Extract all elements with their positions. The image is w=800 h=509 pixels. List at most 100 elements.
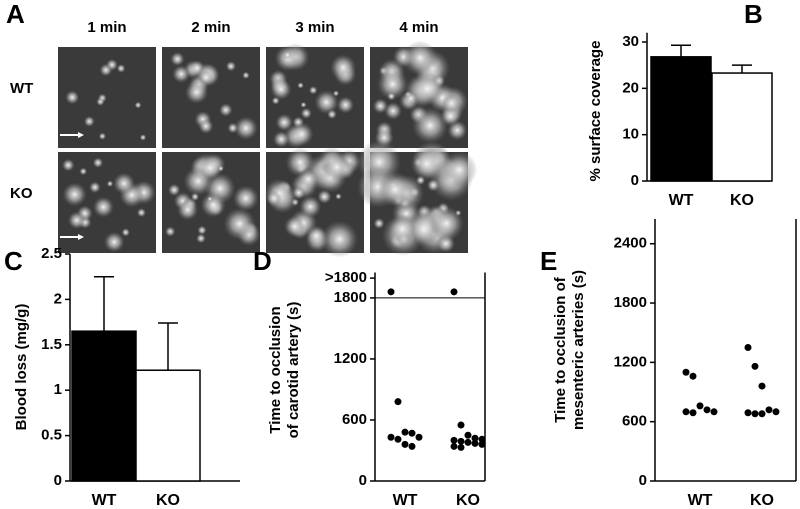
platelet-blob (234, 116, 258, 140)
bar (711, 72, 773, 182)
platelet-blob (121, 228, 131, 237)
column-label: 4 min (399, 19, 438, 36)
data-point (682, 368, 690, 376)
platelet-blob (165, 226, 176, 237)
y-tick-label: 0.5 (41, 427, 62, 444)
y-tick-label: 0 (54, 472, 62, 489)
platelet-blob (322, 152, 352, 182)
y-axis-label: Time to occlusion (267, 306, 284, 433)
platelet-blob (429, 206, 464, 241)
platelet-blob (67, 211, 86, 230)
x-tick-label: KO (730, 192, 754, 209)
platelet-blob (337, 96, 355, 114)
platelet-blob (275, 113, 293, 132)
y-tick-label: 30 (622, 33, 639, 50)
x-tick-label: WT (669, 192, 694, 209)
platelet-blob (242, 71, 250, 80)
platelet-blob (196, 233, 206, 244)
platelet-blob (219, 103, 233, 117)
platelet-blob (282, 50, 293, 60)
data-point (478, 435, 486, 443)
platelet-blob (426, 178, 440, 192)
platelet-blob (198, 118, 214, 134)
data-point (387, 288, 395, 296)
platelet-blob (62, 182, 87, 207)
y-tick-label: 600 (622, 413, 647, 430)
data-point (751, 362, 759, 370)
data-point (710, 408, 718, 416)
platelet-blob (297, 82, 304, 89)
platelet-blob (206, 195, 213, 202)
y-axis-label: mesenteric arteries (s) (570, 270, 587, 430)
platelet-blob (384, 102, 402, 120)
x-tick-label: WT (688, 492, 713, 509)
platelet-blob (198, 156, 222, 180)
platelet-blob (99, 63, 113, 77)
platelet-blob (273, 130, 290, 148)
bar (650, 56, 712, 182)
y-tick-label: >1800 (325, 269, 367, 286)
platelet-blob (335, 193, 342, 200)
platelet-blob (104, 231, 125, 253)
column-label: 1 min (87, 19, 126, 36)
platelet-blob (289, 122, 314, 146)
platelet-blob (170, 51, 185, 67)
y-tick-label: 600 (342, 411, 367, 428)
platelet-blob (327, 109, 337, 120)
platelet-blob (116, 64, 126, 73)
y-tick-label: 0 (639, 472, 647, 489)
data-point (408, 429, 416, 437)
platelet-blob (113, 172, 135, 195)
x-tick-label: KO (750, 492, 774, 509)
platelet-blob (387, 91, 396, 101)
platelet-blob (442, 94, 461, 113)
platelet-blob (388, 215, 416, 243)
data-point (682, 408, 690, 416)
platelet-blob (284, 215, 306, 237)
platelet-blob (197, 225, 207, 235)
y-axis-label: Blood loss (mg/g) (13, 304, 30, 431)
y-tick-label: 1200 (334, 350, 367, 367)
data-point (457, 421, 465, 429)
y-axis-label: % surface coverage (587, 41, 604, 182)
platelet-blob (79, 167, 88, 176)
data-point (772, 408, 780, 416)
y-tick-label: 1 (54, 381, 62, 398)
data-point (471, 439, 479, 447)
platelet-blob (321, 220, 358, 258)
platelet-blob (92, 196, 114, 218)
y-tick-label: 1800 (614, 294, 647, 311)
data-point (394, 435, 402, 443)
platelet-blob (139, 134, 147, 141)
data-point (415, 433, 423, 441)
x-tick-label: WT (393, 492, 418, 509)
platelet-blob (292, 186, 306, 200)
y-tick-label: 1.5 (41, 336, 62, 353)
platelet-blob (233, 185, 259, 212)
x-tick-label: KO (456, 492, 480, 509)
y-tick-label: 2.5 (41, 245, 62, 262)
data-point (457, 443, 465, 451)
platelet-blob (377, 68, 409, 100)
data-point (450, 288, 458, 296)
y-tick-label: 10 (622, 126, 639, 143)
y-tick-label: 1800 (334, 289, 367, 306)
data-point (689, 372, 697, 380)
data-point (408, 442, 416, 450)
y-tick-label: 1200 (614, 353, 647, 370)
data-point (457, 437, 465, 445)
panel-letter: E (540, 246, 557, 276)
platelet-blob (185, 80, 209, 104)
platelet-blob (410, 71, 444, 106)
platelet-blob (300, 107, 312, 119)
platelet-blob (300, 101, 307, 108)
panel-letter: C (4, 246, 23, 276)
data-point (401, 440, 409, 448)
platelet-blob (225, 61, 237, 72)
platelet-blob (266, 190, 282, 206)
platelet-blob (217, 165, 224, 172)
y-tick-label: 2 (54, 290, 62, 307)
platelet-blob (402, 40, 438, 76)
bar (135, 369, 201, 482)
